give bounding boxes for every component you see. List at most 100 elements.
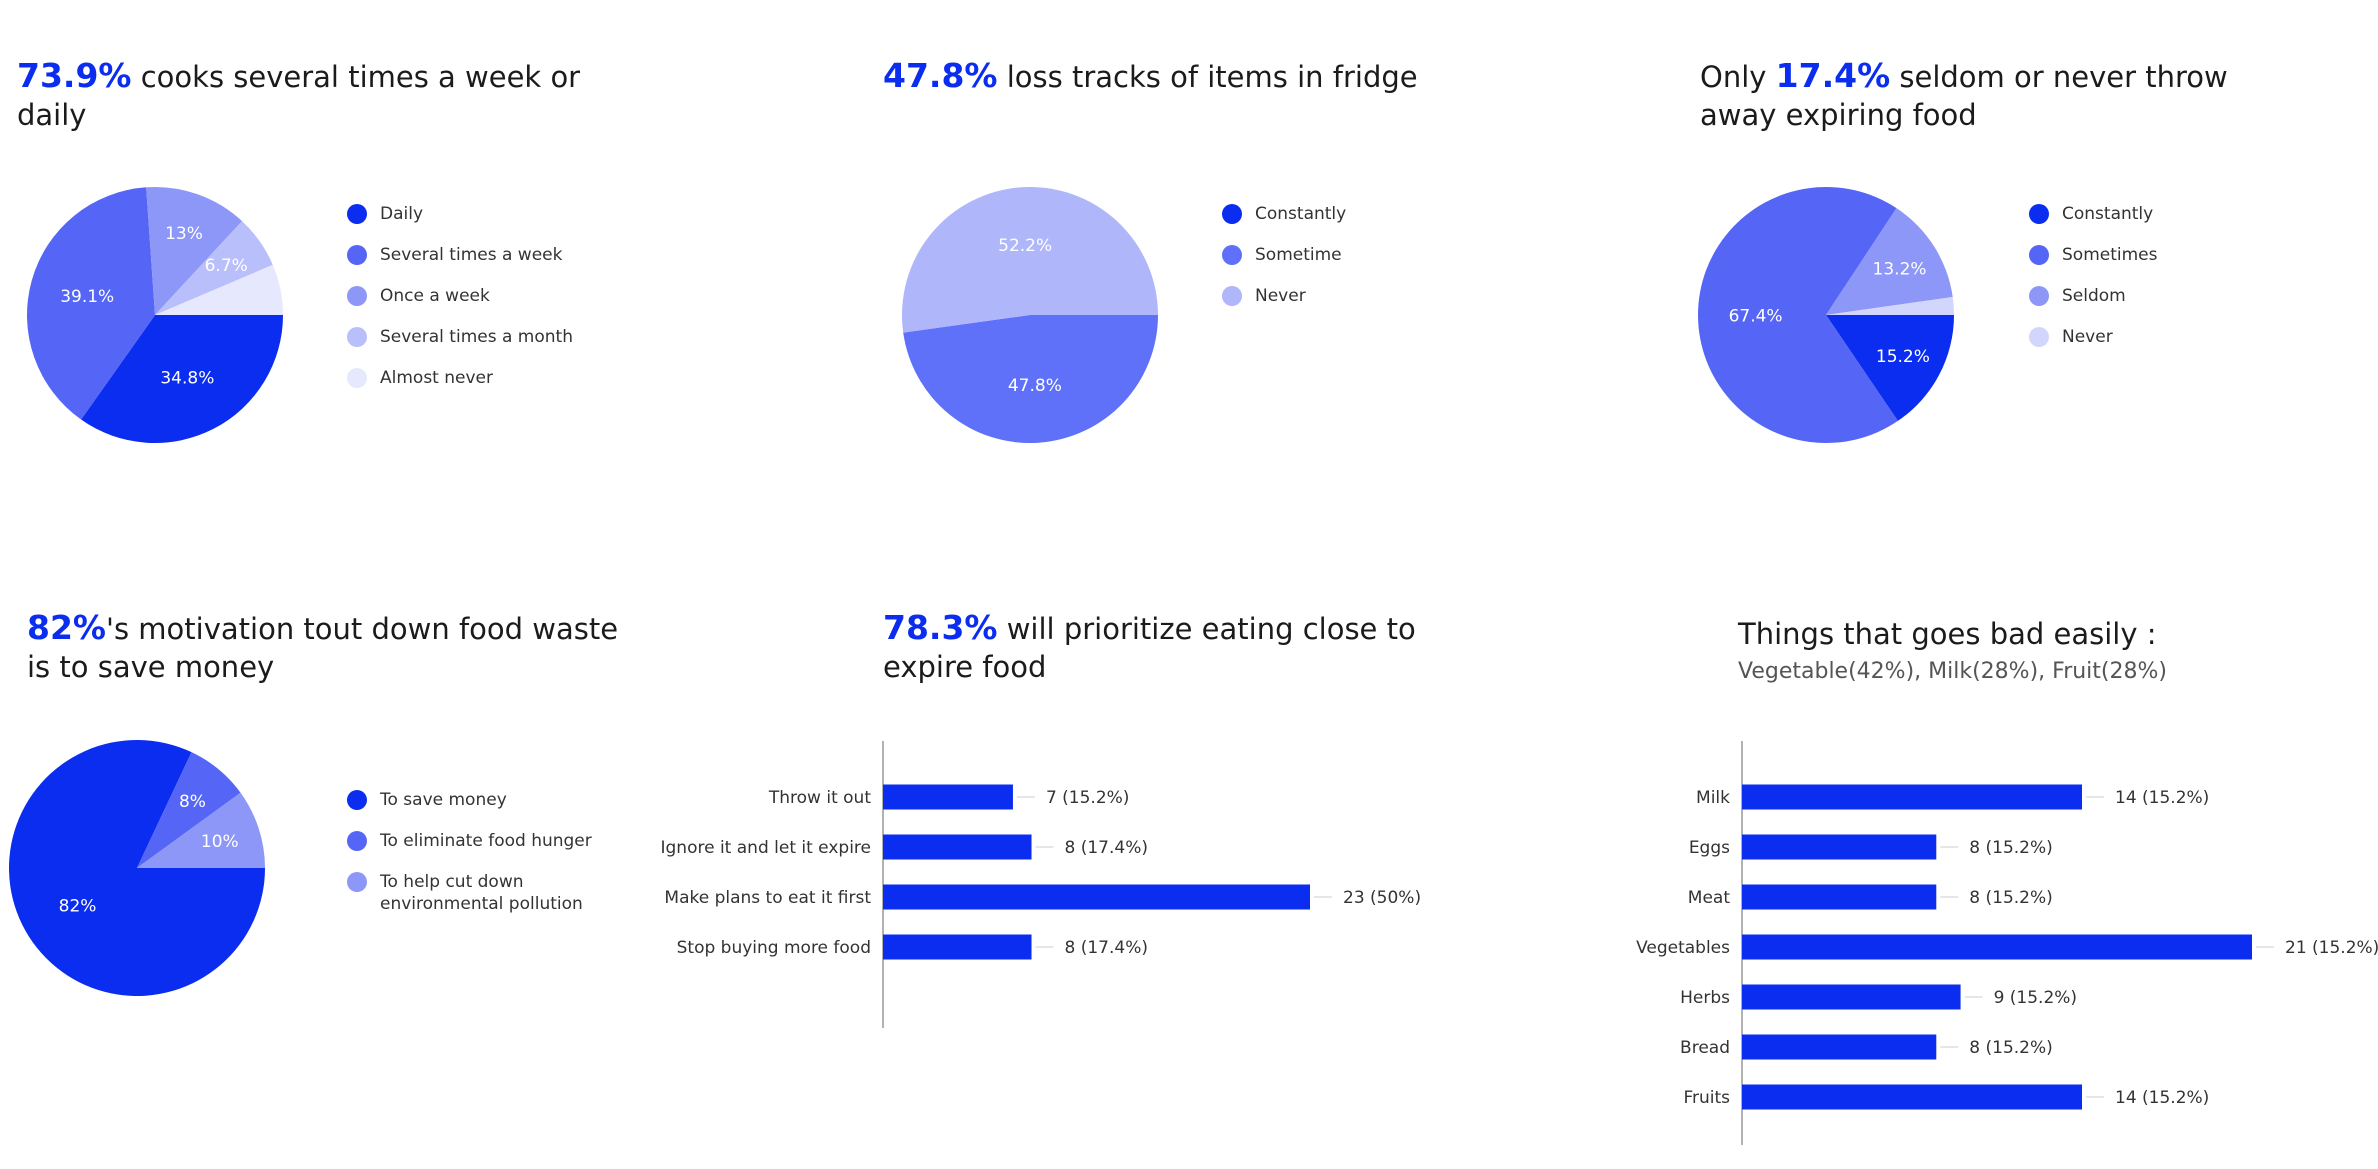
bar-ignore-it-and-let-it-expire xyxy=(883,834,1032,860)
legend-label: Almost never xyxy=(380,368,493,388)
legend-swatch xyxy=(347,286,367,306)
bar-vegetables xyxy=(1742,934,2252,960)
legend-item: Seldom xyxy=(2029,285,2302,307)
bar-data-label: 8 (17.4%) xyxy=(1065,938,1149,958)
pie-data-label: 15.2% xyxy=(1876,347,1930,367)
pie-chart-track: 47.8% 52.2% xyxy=(902,187,1158,444)
legend-item: Constantly xyxy=(2029,203,2302,225)
pie-slice-several-times-a-week xyxy=(26,187,155,420)
legend-label: To help cut down environmental pollution xyxy=(380,872,583,914)
legend-item: Sometime xyxy=(1222,244,1495,266)
bar-make-plans-to-eat-it-first xyxy=(883,884,1310,910)
pie-slice-never xyxy=(1826,297,1954,315)
bar-data-label: 21 (15.2%) xyxy=(2285,938,2378,958)
bar-data-label: 8 (15.2%) xyxy=(1969,1038,2053,1058)
legend-swatch xyxy=(2029,286,2049,306)
category-tick-label: Throw it out xyxy=(768,788,871,808)
legend-swatch xyxy=(347,204,367,224)
legend-item: To eliminate food hunger xyxy=(347,830,620,852)
title-text-track: loss tracks of items in fridge xyxy=(997,60,1418,94)
legend-swatch xyxy=(347,327,367,347)
legend-swatch xyxy=(1222,204,1242,224)
title-motivation: 82%'s motivation tout down food waste is… xyxy=(27,609,627,686)
pie-slice-never xyxy=(902,187,1158,333)
legend-track: Constantly Sometime Never xyxy=(1222,203,1495,326)
legend-item: Several times a month xyxy=(347,326,620,348)
highlight-motivation: 82% xyxy=(27,608,106,647)
title-prioritize: 78.3% will prioritize eating close to ex… xyxy=(883,609,1483,686)
category-tick-label: Ignore it and let it expire xyxy=(661,838,872,858)
bar-fruits xyxy=(1742,1084,2082,1110)
legend-item: To save money xyxy=(347,789,620,811)
highlight-prioritize: 78.3% xyxy=(883,608,998,647)
pie-data-label: 6.7% xyxy=(205,256,248,276)
legend-swatch xyxy=(347,790,367,810)
legend-label: Once a week xyxy=(380,286,490,306)
title-text-cook: cooks several times a week or daily xyxy=(17,60,581,132)
pie-data-label: 39.1% xyxy=(60,287,114,307)
pie-slice-to-eliminate-food-hunger xyxy=(137,752,241,868)
bar-meat xyxy=(1742,884,1937,910)
category-tick-label: Eggs xyxy=(1689,838,1730,858)
category-tick-label: Vegetables xyxy=(1636,938,1730,958)
legend-swatch xyxy=(2029,327,2049,347)
title-cook: 73.9% cooks several times a week or dail… xyxy=(17,57,657,134)
bar-stop-buying-more-food xyxy=(883,934,1032,960)
legend-label: Sometimes xyxy=(2062,245,2158,265)
pie-data-label: 52.2% xyxy=(998,236,1052,256)
category-tick-label: Make plans to eat it first xyxy=(664,888,871,908)
category-tick-label: Stop buying more food xyxy=(677,938,871,958)
legend-label: Seldom xyxy=(2062,286,2126,306)
title-text-badfood: Things that goes bad easily : xyxy=(1738,617,2157,651)
highlight-cook: 73.9% xyxy=(17,56,132,95)
category-tick-label: Herbs xyxy=(1680,988,1730,1008)
legend-label: Several times a week xyxy=(380,245,563,265)
legend-label: Sometime xyxy=(1255,245,1342,265)
legend-swatch xyxy=(2029,245,2049,265)
legend-swatch xyxy=(347,872,367,892)
pie-slice-daily xyxy=(81,315,283,443)
pie-data-label: 34.8% xyxy=(160,369,214,389)
pie-data-label: 13.2% xyxy=(1873,259,1927,279)
bar-data-label: 9 (15.2%) xyxy=(1994,988,2078,1008)
bar-data-label: 14 (15.2%) xyxy=(2115,1088,2209,1108)
legend-label: To eliminate food hunger xyxy=(380,831,592,851)
legend-swatch xyxy=(1222,286,1242,306)
pie-data-label: 10% xyxy=(201,832,239,852)
bar-data-label: 8 (17.4%) xyxy=(1065,838,1149,858)
pie-data-label: 8% xyxy=(179,792,206,812)
pie-data-label: 67.4% xyxy=(1729,306,1783,326)
bar-data-label: 8 (15.2%) xyxy=(1969,838,2053,858)
legend-item: Once a week xyxy=(347,285,620,307)
title-text-motivation: 's motivation tout down food waste is to… xyxy=(27,612,619,684)
pie-slice-once-a-week xyxy=(146,187,243,315)
pie-data-label: 47.8% xyxy=(1008,376,1062,396)
legend-label: Constantly xyxy=(2062,204,2154,224)
legend-item: To help cut down environmental pollution xyxy=(347,871,620,915)
legend-swatch xyxy=(1222,245,1242,265)
legend-swatch xyxy=(347,245,367,265)
legend-swatch xyxy=(347,368,367,388)
title-track: 47.8% loss tracks of items in fridge xyxy=(883,57,1523,96)
pie-slice-almost-never xyxy=(155,264,283,315)
legend-item: Sometimes xyxy=(2029,244,2302,266)
legend-motivation: To save money To eliminate food hunger To … xyxy=(347,789,620,934)
title-text-throw: seldom or never throw away expiring food xyxy=(1700,60,2228,132)
legend-throw: Constantly Sometimes Seldom Never xyxy=(2029,203,2302,367)
bar-data-label: 8 (15.2%) xyxy=(1969,888,2053,908)
category-tick-label: Bread xyxy=(1680,1038,1730,1058)
legend-item: Never xyxy=(1222,285,1495,307)
legend-label: To save money xyxy=(380,790,507,810)
legend-item: Constantly xyxy=(1222,203,1495,225)
subtitle-badfood: Vegetable(42%), Milk(28%), Fruit(28%) xyxy=(1738,659,2167,684)
legend-cook: Daily Several times a week Once a week Seve… xyxy=(347,203,620,408)
legend-label: Several times a month xyxy=(380,327,573,347)
legend-label: Constantly xyxy=(1255,204,1347,224)
bar-data-label: 14 (15.2%) xyxy=(2115,788,2209,808)
category-tick-label: Meat xyxy=(1688,888,1731,908)
legend-item: Several times a week xyxy=(347,244,620,266)
legend-label: Daily xyxy=(380,204,424,224)
category-tick-label: Milk xyxy=(1696,788,1730,808)
highlight-track: 47.8% xyxy=(883,56,998,95)
pie-data-label: 82% xyxy=(59,897,97,917)
